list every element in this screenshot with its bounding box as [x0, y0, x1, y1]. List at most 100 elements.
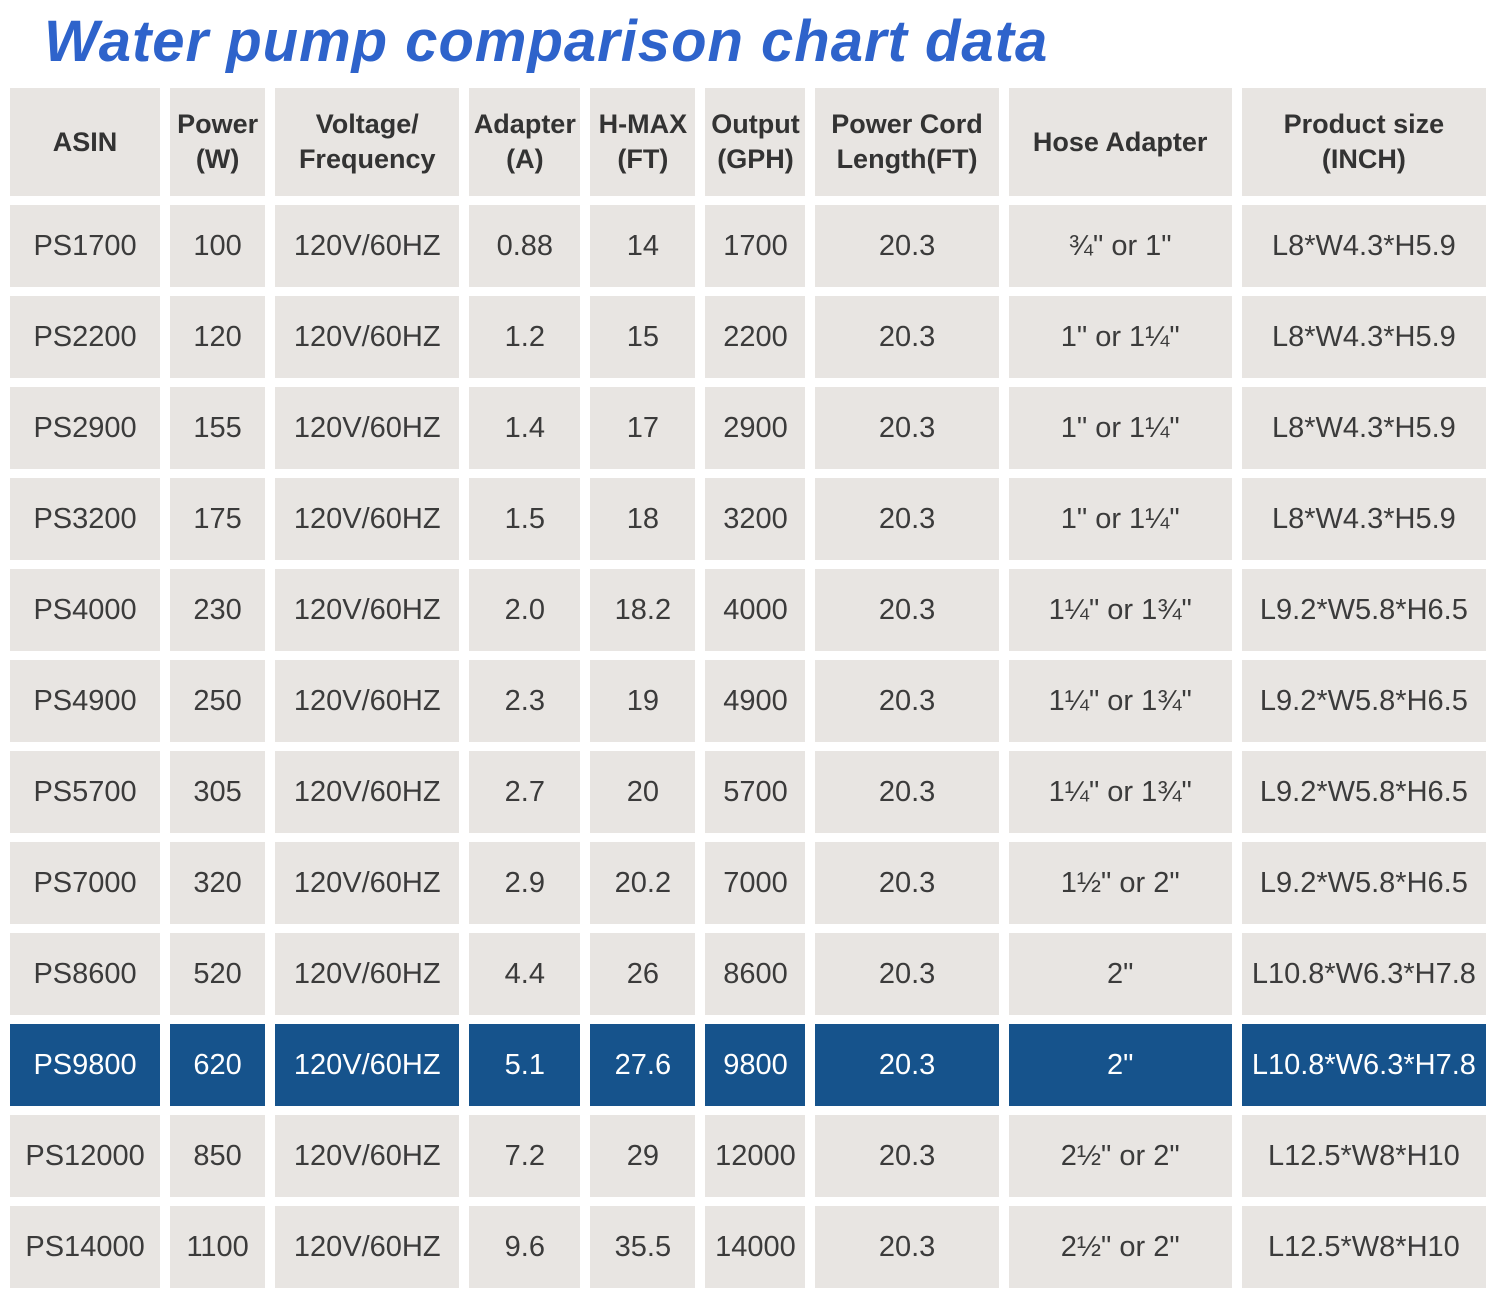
table-cell: 4.4: [469, 933, 581, 1016]
table-cell: PS1700: [10, 205, 161, 288]
table-cell: 1¼" or 1¾": [1008, 569, 1232, 652]
table-cell: 18.2: [590, 569, 696, 652]
table-row: PS4900 250 120V/60HZ 2.3 19 4900 20.3 1¼" or 1¾…: [10, 660, 1486, 743]
header-cell-hmax: H-MAX (FT): [590, 88, 696, 197]
table-cell: PS2900: [10, 387, 161, 470]
table-cell: 20.3: [815, 1206, 999, 1289]
table-cell: 20.3: [815, 842, 999, 925]
table-cell: L8*W4.3*H5.9: [1241, 205, 1486, 288]
table-cell: PS5700: [10, 751, 161, 834]
table-cell: 2": [1008, 933, 1232, 1016]
table-cell: 15: [590, 296, 696, 379]
header-row: ASIN Power (W) Voltage/ Frequency Adapte…: [10, 88, 1486, 197]
table-cell: 100: [170, 205, 266, 288]
table-cell: 120V/60HZ: [275, 1115, 460, 1198]
table-cell: 230: [170, 569, 266, 652]
table-cell: 14000: [705, 1206, 806, 1289]
table-cell: 120V/60HZ: [275, 1024, 460, 1107]
table-cell: 1100: [170, 1206, 266, 1289]
header-cell-output: Output (GPH): [705, 88, 806, 197]
table-cell: 120V/60HZ: [275, 751, 460, 834]
table-cell: 850: [170, 1115, 266, 1198]
table-cell: 120V/60HZ: [275, 569, 460, 652]
table-cell: 7.2: [469, 1115, 581, 1198]
header-cell-voltage-frequency: Voltage/ Frequency: [275, 88, 460, 197]
table-row: PS3200 175 120V/60HZ 1.5 18 3200 20.3 1" or 1¼"…: [10, 478, 1486, 561]
table-cell: 12000: [705, 1115, 806, 1198]
table-cell: L10.8*W6.3*H7.8: [1241, 933, 1486, 1016]
header-cell-asin: ASIN: [10, 88, 161, 197]
table-cell: 120V/60HZ: [275, 205, 460, 288]
table-cell: 0.88: [469, 205, 581, 288]
table-cell: 1¼" or 1¾": [1008, 660, 1232, 743]
table-cell: 1.5: [469, 478, 581, 561]
table-cell: PS8600: [10, 933, 161, 1016]
table-cell: PS3200: [10, 478, 161, 561]
table-row: PS14000 1100 120V/60HZ 9.6 35.5 14000 20.3 2½" …: [10, 1206, 1486, 1289]
table-row: PS8600 520 120V/60HZ 4.4 26 8600 20.3 2" L10.8*W…: [10, 933, 1486, 1016]
table-cell: PS2200: [10, 296, 161, 379]
table-row: PS4000 230 120V/60HZ 2.0 18.2 4000 20.3 1¼" or …: [10, 569, 1486, 652]
table-row: PS2900 155 120V/60HZ 1.4 17 2900 20.3 1" or 1¼"…: [10, 387, 1486, 470]
table-cell: 35.5: [590, 1206, 696, 1289]
table-cell: 120V/60HZ: [275, 842, 460, 925]
table-cell: 3200: [705, 478, 806, 561]
table-cell: L8*W4.3*H5.9: [1241, 478, 1486, 561]
table-cell: 27.6: [590, 1024, 696, 1107]
table-cell: L9.2*W5.8*H6.5: [1241, 569, 1486, 652]
table-cell: 8600: [705, 933, 806, 1016]
table-cell: 250: [170, 660, 266, 743]
table-cell: 120V/60HZ: [275, 387, 460, 470]
table-cell: 1¼" or 1¾": [1008, 751, 1232, 834]
table-cell: 18: [590, 478, 696, 561]
table-cell: L10.8*W6.3*H7.8: [1241, 1024, 1486, 1107]
table-cell: 20.3: [815, 751, 999, 834]
table-cell: PS14000: [10, 1206, 161, 1289]
table-cell: 120: [170, 296, 266, 379]
table-cell: 20: [590, 751, 696, 834]
table-cell: 20.3: [815, 387, 999, 470]
header-cell-hose-adapter: Hose Adapter: [1008, 88, 1232, 197]
table-cell: 17: [590, 387, 696, 470]
table-row: PS5700 305 120V/60HZ 2.7 20 5700 20.3 1¼" or 1¾…: [10, 751, 1486, 834]
table-row: PS7000 320 120V/60HZ 2.9 20.2 7000 20.3 1½" or …: [10, 842, 1486, 925]
table-cell: 120V/60HZ: [275, 660, 460, 743]
page-title: Water pump comparison chart data: [44, 9, 1049, 74]
table-cell: 20.3: [815, 569, 999, 652]
header-cell-adapter: Adapter (A): [469, 88, 581, 197]
table-cell: ¾" or 1": [1008, 205, 1232, 288]
table-cell: 1" or 1¼": [1008, 478, 1232, 561]
table-cell: PS7000: [10, 842, 161, 925]
table-cell: 26: [590, 933, 696, 1016]
table-cell: 120V/60HZ: [275, 478, 460, 561]
table-cell: L12.5*W8*H10: [1241, 1115, 1486, 1198]
table-cell: 320: [170, 842, 266, 925]
table-cell: 2.7: [469, 751, 581, 834]
table-cell: 29: [590, 1115, 696, 1198]
table-cell: 1½" or 2": [1008, 842, 1232, 925]
table-cell: 1.4: [469, 387, 581, 470]
table-cell: 2.0: [469, 569, 581, 652]
table-cell: 1700: [705, 205, 806, 288]
table-cell: 9.6: [469, 1206, 581, 1289]
table-cell: 2200: [705, 296, 806, 379]
table-row: PS12000 850 120V/60HZ 7.2 29 12000 20.3 2½" or …: [10, 1115, 1486, 1198]
table-header: ASIN Power (W) Voltage/ Frequency Adapte…: [10, 88, 1486, 197]
table-cell: 305: [170, 751, 266, 834]
table-cell: PS12000: [10, 1115, 161, 1198]
table-cell: 4900: [705, 660, 806, 743]
table-body: PS1700 100 120V/60HZ 0.88 14 1700 20.3 ¾" or 1"…: [10, 205, 1486, 1289]
table-cell: 1" or 1¼": [1008, 296, 1232, 379]
table-cell: 2.3: [469, 660, 581, 743]
table-row: PS9800 620 120V/60HZ 5.1 27.6 9800 20.3 2" L10.8…: [10, 1024, 1486, 1107]
table-cell: 14: [590, 205, 696, 288]
table-cell: 620: [170, 1024, 266, 1107]
header-cell-power-cord-length: Power Cord Length(FT): [815, 88, 999, 197]
table-cell: 20.3: [815, 660, 999, 743]
comparison-table: ASIN Power (W) Voltage/ Frequency Adapte…: [0, 79, 1496, 1297]
table-cell: 20.3: [815, 933, 999, 1016]
table-cell: 20.3: [815, 205, 999, 288]
header-cell-power: Power (W): [170, 88, 266, 197]
table-cell: 20.3: [815, 478, 999, 561]
